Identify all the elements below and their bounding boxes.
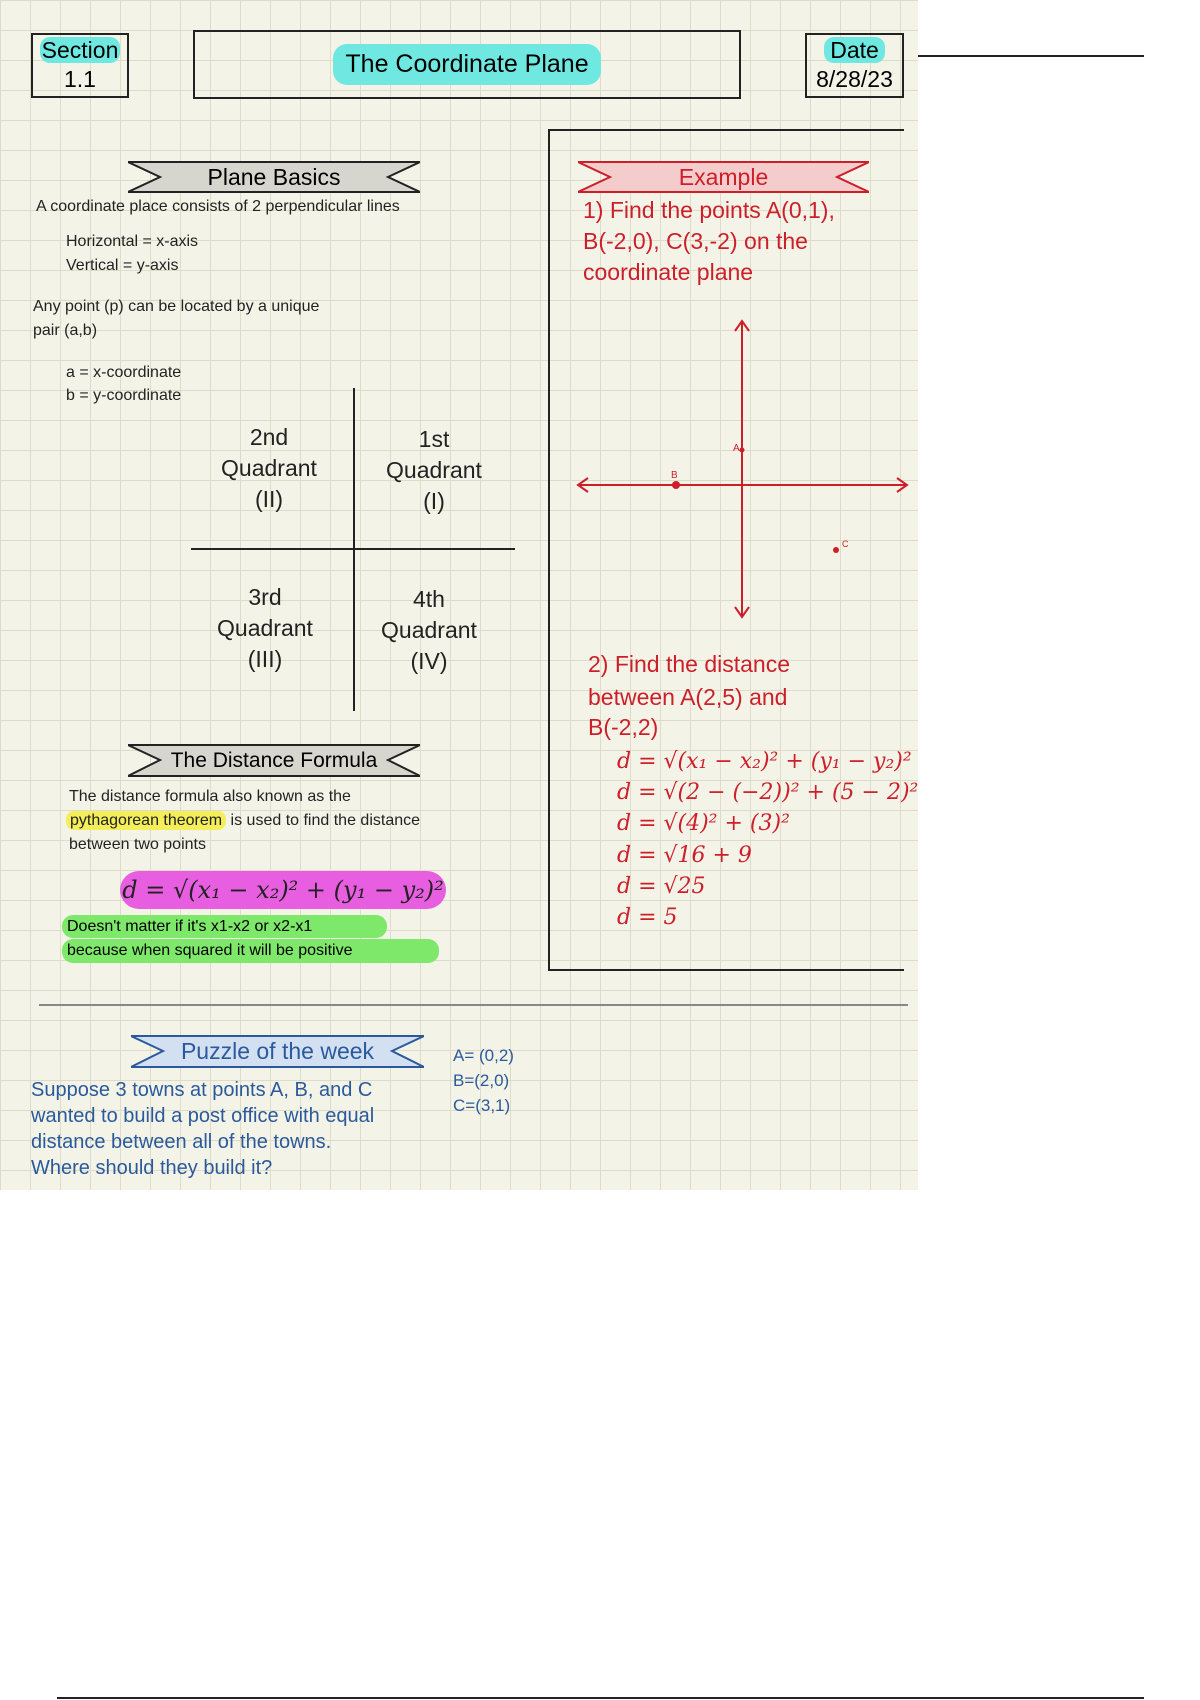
distance-text-2: pythagorean theorem is used to find the …	[66, 811, 420, 830]
title-box: The Coordinate Plane	[193, 30, 741, 99]
quadrant-3: 3rd Quadrant (III)	[217, 584, 313, 672]
plane-basics-title: Plane Basics	[207, 163, 341, 190]
distance-text-1: The distance formula also known as the	[69, 788, 351, 805]
point-b	[672, 481, 680, 489]
step-4: d = √16 + 9	[617, 843, 752, 868]
label-a: A	[733, 443, 740, 454]
point-text-2: pair (a,b)	[33, 322, 98, 339]
step-2: d = √(2 − (−2))² + (5 − 2)²	[617, 780, 919, 805]
quadrant-horizontal-line	[191, 548, 515, 550]
example-title: Example	[678, 163, 769, 190]
q2-line-2: between A(2,5) and	[588, 684, 788, 710]
point-a	[739, 447, 745, 453]
y-arrow-up	[734, 319, 750, 332]
date-box: Date 8/28/23	[805, 33, 904, 98]
quadrant-1: 1st Quadrant (I)	[386, 426, 482, 514]
formula-pill: d = √(x₁ − x₂)² + (y₁ − y₂)²	[120, 871, 446, 909]
pythagorean-highlight: pythagorean theorem	[66, 811, 227, 830]
section-number: 1.1	[64, 66, 96, 92]
puzzle-line-4: Where should they build it?	[31, 1157, 273, 1179]
horizontal-def: Horizontal = x-axis	[66, 233, 199, 250]
intro-text: A coordinate place consists of 2 perpend…	[36, 198, 400, 215]
example-panel	[548, 129, 904, 971]
y-arrow-down	[734, 606, 750, 619]
step-3: d = √(4)² + (3)²	[617, 811, 790, 836]
distance-formula: d = √(x₁ − x₂)² + (y₁ − y₂)²	[122, 876, 444, 904]
step-1: d = √(x₁ − x₂)² + (y₁ − y₂)²	[617, 749, 912, 774]
puzzle-line-2: wanted to build a post office with equal	[31, 1105, 375, 1127]
distance-text-3: between two points	[69, 836, 206, 853]
name-line	[918, 55, 1144, 57]
quadrant-2: 2nd Quadrant (II)	[221, 424, 317, 512]
point-text-1: Any point (p) can be located by a unique	[33, 298, 320, 315]
step-5: d = √25	[617, 874, 706, 899]
example-banner: Example	[578, 161, 869, 193]
puzzle-point-a: A= (0,2)	[453, 1046, 514, 1065]
note-line-1: Doesn't matter if it's x1-x2 or x2-x1	[62, 915, 387, 938]
coordinate-graph: A B C	[576, 319, 909, 619]
q2-line-3: B(-2,2)	[588, 714, 659, 740]
x-arrow-right	[896, 477, 909, 493]
q2-line-1: 2) Find the distance	[588, 651, 791, 677]
plane-basics-banner: Plane Basics	[128, 161, 420, 193]
page-title: The Coordinate Plane	[333, 44, 601, 85]
puzzle-title: Puzzle of the week	[180, 1038, 375, 1064]
puzzle-line-3: distance between all of the towns.	[31, 1131, 332, 1153]
vertical-def: Vertical = y-axis	[66, 257, 179, 274]
note-line-2: because when squared it will be positive	[62, 939, 439, 963]
bottom-line	[57, 1697, 1144, 1699]
puzzle-banner: Puzzle of the week	[131, 1035, 424, 1068]
point-c	[833, 547, 839, 553]
distance-formula-title: The Distance Formula	[170, 748, 378, 772]
quadrant-4: 4th Quadrant (IV)	[381, 586, 477, 674]
distance-formula-banner: The Distance Formula	[128, 744, 420, 777]
q1-line-3: coordinate plane	[583, 259, 754, 285]
b-def: b = y-coordinate	[66, 387, 182, 404]
section-box: Section 1.1	[31, 33, 129, 98]
section-label: Section	[39, 37, 121, 63]
x-arrow-left	[576, 477, 589, 493]
notebook-page	[0, 0, 918, 1190]
date-label: Date	[824, 37, 885, 63]
step-6: d = 5	[617, 905, 678, 930]
q1-line-2: B(-2,0), C(3,-2) on the	[583, 228, 808, 254]
date-value: 8/28/23	[816, 66, 893, 92]
q1-line-1: 1) Find the points A(0,1),	[583, 197, 835, 223]
section-divider	[39, 1004, 908, 1006]
puzzle-point-b: B=(2,0)	[453, 1071, 510, 1090]
label-c: C	[842, 539, 849, 549]
a-def: a = x-coordinate	[66, 364, 182, 381]
label-b: B	[671, 470, 678, 481]
puzzle-line-1: Suppose 3 towns at points A, B, and C	[31, 1079, 373, 1101]
puzzle-point-c: C=(3,1)	[453, 1096, 511, 1115]
